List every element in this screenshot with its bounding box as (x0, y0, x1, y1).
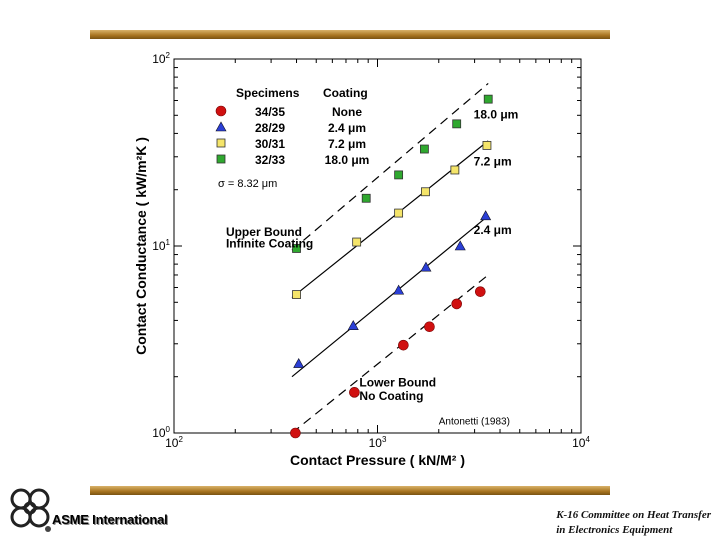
y-axis-label: Contact Conductance ( kW/m²K ) (133, 137, 149, 355)
legend-specimens-3: 30/31 (255, 137, 285, 151)
data-point-34-35-3 (398, 339, 409, 351)
data-point-30-31-2 (352, 237, 362, 247)
data-point-32-33-6 (483, 94, 493, 104)
annotation-4: Upper Bound (226, 225, 302, 239)
x-tick-label: 104 (572, 435, 590, 450)
legend-specimens-4: 32/33 (255, 153, 285, 167)
data-point-30-31-3 (394, 208, 404, 218)
data-point-32-33-5 (452, 119, 462, 129)
annotation-1: 18.0 μm (474, 108, 519, 122)
footer-line-1: K-16 Committee on Heat Transfer (556, 509, 711, 521)
legend-coating-2: 2.4 μm (328, 121, 366, 135)
data-point-30-31-1 (292, 290, 301, 299)
data-point-34-35-1 (290, 427, 301, 439)
footer-credit: K-16 Committee on Heat Transfer in Elect… (556, 508, 711, 538)
x-tick-label: 103 (369, 435, 387, 450)
data-point-28-29-4 (420, 261, 432, 272)
legend-marker-2 (215, 121, 227, 132)
legend-sigma: σ = 8.32 μm (218, 178, 277, 190)
y-tick-label: 102 (152, 51, 170, 66)
annotation-7: No Coating (359, 389, 423, 403)
data-point-32-33-4 (419, 144, 429, 154)
data-point-34-35-2 (349, 387, 360, 398)
data-point-34-35-6 (474, 286, 486, 297)
data-point-30-31-6 (482, 141, 492, 150)
conductance-chart: 102 103 104 100 101 102 Contact Pressure ( kN/… (133, 51, 590, 468)
legend-header-coating: Coating (323, 86, 368, 100)
annotation-8: Antonetti (1983) (439, 417, 510, 428)
legend-coating-3: 7.2 μm (328, 137, 366, 151)
legend-coating-4: 18.0 μm (325, 153, 370, 167)
legend-marker-1 (215, 105, 227, 117)
data-point-30-31-4 (421, 187, 430, 197)
top-divider (90, 30, 610, 39)
x-tick-label: 102 (165, 435, 183, 450)
legend-header-specimens: Specimens (236, 86, 300, 100)
fit-line-2 (291, 215, 489, 378)
fit-line-3 (291, 140, 489, 299)
legend-specimens-2: 28/29 (255, 121, 285, 135)
data-point-28-29-1 (293, 357, 305, 368)
asme-logo-icon (10, 488, 51, 532)
data-point-28-29-2 (347, 320, 359, 330)
bottom-divider (90, 486, 610, 495)
data-point-32-33-3 (394, 170, 404, 180)
legend-marker-4 (216, 154, 226, 164)
legend-specimens-1: 34/35 (255, 105, 285, 119)
annotation-5: Infinite Coating (226, 237, 313, 251)
footer-line-2: in Electronics Equipment (556, 524, 673, 536)
annotation-2: 7.2 μm (474, 154, 512, 168)
data-point-28-29-6 (480, 210, 492, 221)
legend-coating-1: None (332, 105, 362, 119)
data-point-28-29-5 (454, 240, 466, 251)
data-point-32-33-2 (361, 193, 371, 203)
annotation-6: Lower Bound (359, 376, 436, 390)
x-axis-label: Contact Pressure ( kN/M² ) (290, 452, 465, 468)
data-point-30-31-5 (450, 165, 460, 175)
fit-line-1 (291, 274, 489, 434)
fit-line-4 (291, 82, 489, 251)
data-point-34-35-5 (451, 298, 462, 310)
data-point-34-35-4 (424, 321, 435, 333)
asme-logo-text: ASME International (52, 512, 168, 527)
annotation-3: 2.4 μm (474, 223, 512, 237)
y-tick-label: 101 (152, 238, 170, 253)
legend-marker-3 (216, 138, 226, 148)
data-point-32-33-1 (292, 244, 301, 253)
data-point-28-29-3 (393, 284, 405, 295)
y-tick-label: 100 (152, 425, 170, 440)
